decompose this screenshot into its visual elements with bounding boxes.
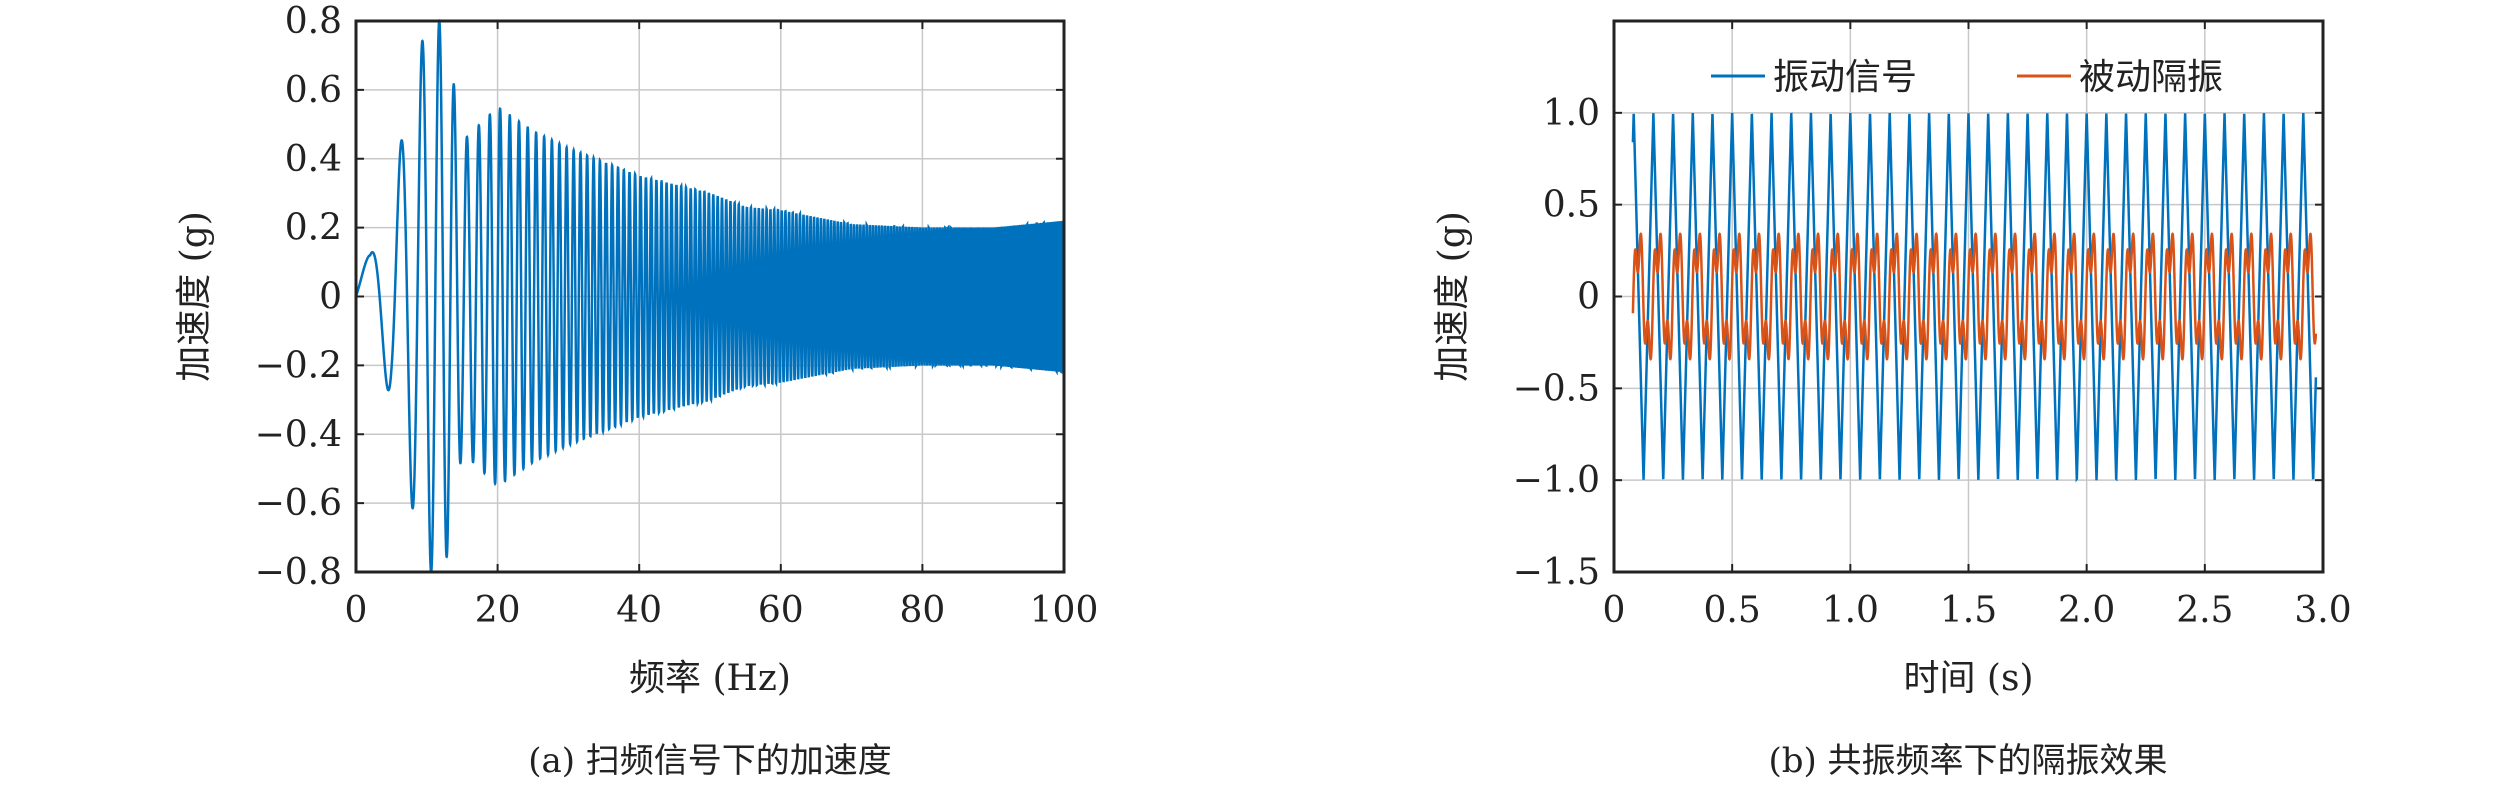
chart-a-ytick-label: 0 [319,277,342,318]
chart-b-series-line-1 [1631,112,2318,483]
chart-b-ytick-label: −1.5 [1513,552,1600,593]
chart-b-caption: (b) 共振频率下的隔振效果 [1768,741,2167,781]
chart-b-xtick-label: 1.5 [1940,590,1997,631]
legend-label-2: 被动隔振 [2079,57,2223,98]
chart-a-ytick-label: −0.8 [255,552,342,593]
chart-a-y-axis-label: 加速度 (g) [174,211,215,382]
chart-a-ytick-label: 0.4 [285,139,342,180]
chart-a-ytick-label: −0.6 [255,483,342,524]
chart-a-xtick-label: 60 [758,590,804,631]
chart-b: 0 0.5 1.0 1.5 2.0 2.5 3.0 −1.5 −1.0 −0.5 0 0.5 1.0 时间… [1432,19,2352,699]
chart-a-caption: (a) 扫频信号下的加速度 [528,741,892,781]
chart-b-series-line-2 [1631,232,2318,361]
chart-a-plot-frame [354,19,1066,574]
chart-b-xtick-label: 0.5 [1704,590,1761,631]
chart-b-ytick-label: 0.5 [1543,185,1600,226]
chart-a-ytick-label: 0.6 [285,70,342,111]
chart-a-ytick-label: 0.2 [285,208,342,249]
chart-a-series-line [354,18,1066,574]
chart-a-ytick-label: −0.2 [255,345,342,386]
chart-b-xtick-label: 2.0 [2058,590,2115,631]
chart-b-ytick-label: −1.0 [1513,460,1600,501]
chart-b-xtick-label: 0 [1603,590,1626,631]
chart-a-xtick-label: 20 [475,590,521,631]
chart-b-xtick-label: 1.0 [1822,590,1879,631]
chart-b-x-axis-label: 时间 (s) [1903,658,2033,699]
chart-b-xtick-label: 2.5 [2176,590,2233,631]
chart-a-x-axis-label: 频率 (Hz) [629,658,791,699]
chart-a-xtick-label: 0 [345,590,368,631]
chart-b-ytick-label: 1.0 [1543,93,1600,134]
chart-a: 0 20 40 60 80 100 −0.8 −0.6 −0.4 −0.2 0 0.2 0.4 0.6 0.… [174,1,1098,699]
chart-a-xtick-label: 100 [1030,590,1099,631]
legend-label-1: 振动信号 [1773,57,1917,98]
chart-b-y-axis-label: 加速度 (g) [1432,211,1473,382]
chart-b-ytick-label: −0.5 [1513,368,1600,409]
chart-a-ytick-label: 0.8 [285,1,342,42]
chart-a-ytick-label: −0.4 [255,414,342,455]
chart-a-xtick-label: 80 [899,590,945,631]
chart-b-plot-frame [1612,19,2325,574]
chart-b-ytick-label: 0 [1577,277,1600,318]
chart-a-xtick-label: 40 [616,590,662,631]
chart-b-xtick-label: 3.0 [2294,590,2351,631]
